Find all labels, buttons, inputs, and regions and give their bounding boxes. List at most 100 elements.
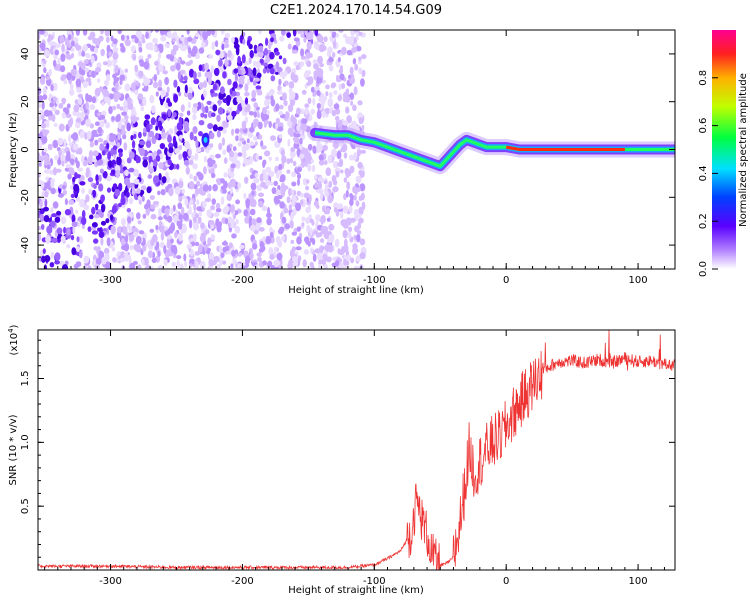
spectrogram-noise-cell — [43, 215, 50, 223]
spectrogram-noise-cell — [255, 153, 259, 161]
spectrogram-noise-cell — [213, 163, 218, 169]
spectrogram-noise-cell — [231, 233, 237, 239]
spectrogram-noise-cell — [256, 72, 262, 79]
spectrogram-noise-cell — [352, 104, 357, 112]
spectrogram-noise-cell — [317, 252, 323, 261]
spectrogram-noise-cell — [119, 106, 124, 111]
spectrogram-noise-cell — [209, 143, 214, 148]
spectrogram-noise-cell — [355, 200, 360, 207]
spectrogram-noise-cell — [113, 77, 120, 82]
spectrogram-noise-cell — [111, 87, 117, 92]
spectrogram-noise-cell — [116, 156, 122, 166]
spectrogram-noise-cell — [170, 65, 176, 72]
spectrogram-noise-cell — [287, 138, 291, 147]
spectrogram-noise-cell — [318, 154, 324, 161]
spectrogram-noise-cell — [282, 92, 287, 102]
spectrogram-noise-cell — [197, 188, 203, 194]
spectrogram-noise-cell — [275, 61, 280, 70]
spectrogram-noise-cell — [305, 52, 312, 59]
spectrogram-noise-cell — [340, 219, 347, 227]
spectrogram-noise-cell — [51, 106, 57, 112]
spectrogram-noise-cell — [82, 30, 88, 36]
spectrogram-noise-cell — [120, 238, 125, 246]
spectrogram-noise-cell — [222, 246, 227, 253]
snr-axes: -300 -200 -100 0 100 0.5 1.0 1.5 — [20, 330, 675, 587]
spectrogram-noise-cell — [39, 200, 43, 208]
spectrogram-noise-cell — [72, 226, 76, 234]
spectrogram-noise-cell — [193, 175, 198, 182]
spectrogram-noise-cell — [269, 254, 275, 260]
spectrogram-noise-cell — [170, 48, 177, 56]
spectrogram-noise-cell — [188, 159, 194, 166]
spectrogram-noise-cell — [208, 252, 214, 261]
spectrogram-noise-cell — [149, 123, 153, 130]
spectrogram-noise-cell — [289, 157, 293, 164]
spectrogram-noise-cell — [345, 96, 351, 103]
spectrogram-noise-cell — [239, 75, 246, 81]
spectrogram-noise-cell — [141, 245, 147, 252]
spectrogram-noise-cell — [96, 160, 103, 166]
spectrogram-noise-cell — [89, 123, 95, 129]
spectrogram-noise-cell — [218, 59, 223, 67]
spectrogram-noise-cell — [317, 34, 324, 43]
spectrogram-noise-cell — [251, 191, 255, 196]
spectrogram-noise-cell — [262, 68, 267, 74]
spectrogram-noise-cell — [121, 111, 127, 116]
spectrogram-noise-cell — [313, 230, 318, 235]
spectrogram-noise-cell — [207, 110, 213, 118]
spectrogram-noise-cell — [306, 32, 313, 41]
spectrogram-noise-cell — [138, 46, 143, 53]
spectrogram-noise-cell — [333, 207, 338, 213]
spectrogram-noise-cell — [160, 232, 165, 241]
spectrogram-noise-cell — [348, 169, 352, 177]
spectrogram-ytick-label: 20 — [20, 95, 31, 108]
spectrogram-noise-cell — [327, 154, 333, 164]
spectrogram-noise-cell — [211, 43, 215, 50]
spectrogram-noise-cell — [223, 157, 228, 165]
spectrogram-noise-cell — [243, 157, 248, 164]
spectrogram-noise-cell — [350, 120, 358, 129]
spectrogram-noise-cell — [237, 182, 242, 189]
spectrogram-noise-cell — [122, 134, 127, 140]
spectrogram-noise-cell — [229, 242, 233, 249]
spectrogram-noise-cell — [100, 220, 107, 226]
spectrogram-noise-cell — [320, 245, 326, 251]
spectrogram-noise-cell — [304, 107, 309, 116]
spectrogram-noise-cell — [215, 218, 220, 227]
spectrogram-noise-cell — [193, 203, 197, 212]
spectrogram-noise-cell — [52, 237, 58, 244]
spectrogram-noise-cell — [113, 91, 119, 97]
spectrogram-noise-cell — [54, 155, 59, 161]
spectrogram-noise-cell — [215, 153, 221, 159]
spectrogram-noise-cell — [126, 122, 131, 132]
spectrogram-noise-cell — [95, 67, 102, 73]
spectrogram-noise-cell — [196, 180, 201, 187]
spectrogram-noise-cell — [184, 198, 189, 206]
spectrogram-noise-cell — [64, 198, 68, 206]
spectrogram-noise-cell — [54, 109, 60, 116]
spectrogram-noise-cell — [47, 143, 53, 151]
spectrogram-noise-cell — [204, 62, 210, 71]
spectrogram-noise-cell — [291, 196, 297, 203]
spectrogram-noise-cell — [189, 199, 194, 206]
spectrogram-noise-cell — [81, 51, 86, 57]
spectrogram-noise-cell — [355, 175, 362, 184]
spectrogram-noise-cell — [335, 170, 340, 178]
spectrogram-noise-cell — [198, 243, 203, 253]
spectrogram-noise-cell — [345, 217, 352, 226]
spectrogram-noise-cell — [198, 64, 203, 72]
spectrogram-noise-cell — [338, 69, 344, 74]
spectrogram-noise-cell — [168, 187, 174, 197]
spectrogram-noise-cell — [149, 166, 154, 174]
spectrogram-noise-cell — [95, 180, 99, 186]
spectrogram-noise-cell — [239, 244, 245, 249]
spectrogram-noise-cell — [43, 148, 48, 153]
spectrogram-noise-cell — [286, 32, 292, 38]
spectrogram-noise-cell — [117, 92, 122, 98]
spectrogram-noise-cell — [105, 122, 110, 129]
spectrogram-noise-cell — [323, 230, 330, 240]
spectrogram-noise-cell — [231, 218, 235, 227]
spectrogram-noise-cell — [77, 220, 81, 228]
spectrogram-noise-cell — [40, 123, 47, 129]
